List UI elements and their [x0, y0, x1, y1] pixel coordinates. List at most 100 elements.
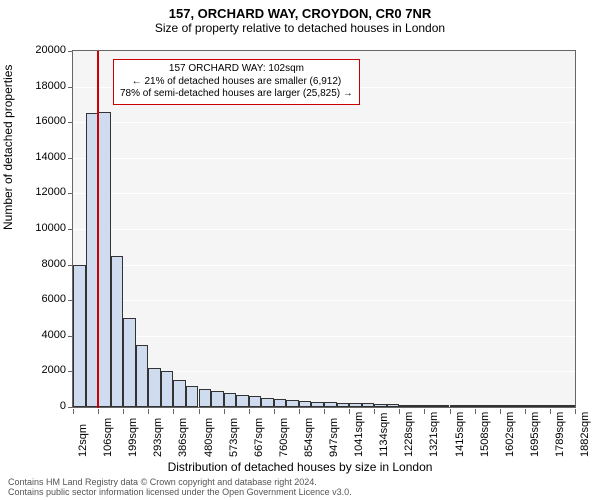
xtick-label: 1228sqm: [403, 412, 415, 457]
chart-title: 157, ORCHARD WAY, CROYDON, CR0 7NR: [0, 0, 600, 21]
xtick-label: 480sqm: [203, 418, 215, 457]
xtick-label: 106sqm: [102, 418, 114, 457]
histogram-bar: [399, 405, 412, 407]
histogram-bar: [286, 400, 299, 407]
xtick-label: 1134sqm: [378, 413, 390, 457]
xtick-mark: [199, 409, 200, 414]
y-axis-label: Number of detached properties: [1, 65, 15, 230]
histogram-bar: [148, 368, 161, 407]
xtick-label: 1508sqm: [479, 412, 491, 457]
xtick-label: 386sqm: [177, 418, 189, 457]
histogram-bar: [537, 405, 550, 407]
ytick-label: 4000: [18, 329, 66, 341]
xtick-mark: [525, 409, 526, 414]
ytick-mark: [68, 51, 73, 52]
ytick-mark: [68, 122, 73, 123]
plot-area: 12sqm106sqm199sqm293sqm386sqm480sqm573sq…: [72, 50, 576, 408]
histogram-bar: [500, 405, 513, 407]
histogram-bar: [387, 404, 400, 407]
xtick-label: 1041sqm: [353, 412, 365, 457]
xtick-label: 573sqm: [228, 418, 240, 457]
xtick-label: 667sqm: [253, 418, 265, 457]
xtick-label: 947sqm: [328, 418, 340, 457]
xtick-mark: [424, 409, 425, 414]
ytick-label: 20000: [18, 44, 66, 56]
histogram-bar: [136, 345, 149, 407]
xtick-label: 1882sqm: [579, 412, 591, 457]
histogram-bar: [475, 405, 488, 407]
xtick-mark: [475, 409, 476, 414]
gridline: [73, 122, 575, 123]
histogram-bar: [173, 380, 186, 407]
xtick-mark: [349, 409, 350, 414]
xtick-mark: [173, 409, 174, 414]
histogram-bar: [374, 404, 387, 407]
xtick-mark: [450, 409, 451, 414]
histogram-bar: [412, 405, 425, 407]
histogram-bar: [249, 396, 262, 407]
ytick-mark: [68, 158, 73, 159]
xtick-label: 1602sqm: [504, 412, 516, 457]
ytick-mark: [68, 193, 73, 194]
histogram-bar: [487, 405, 500, 407]
footnote-line-1: Contains HM Land Registry data © Crown c…: [8, 477, 317, 487]
xtick-mark: [324, 409, 325, 414]
footnote: Contains HM Land Registry data © Crown c…: [8, 478, 352, 498]
chart-subtitle: Size of property relative to detached ho…: [0, 21, 600, 39]
histogram-bar: [224, 393, 237, 407]
xtick-mark: [399, 409, 400, 414]
histogram-bar: [512, 405, 525, 407]
xtick-mark: [123, 409, 124, 414]
xtick-label: 1415sqm: [454, 412, 466, 457]
ytick-mark: [68, 407, 73, 408]
plot-wrap: 12sqm106sqm199sqm293sqm386sqm480sqm573sq…: [72, 50, 576, 408]
histogram-bar: [450, 405, 463, 407]
histogram-bar: [424, 405, 437, 407]
histogram-bar: [236, 395, 249, 407]
histogram-bar: [98, 112, 111, 407]
annotation-line: ← 21% of detached houses are smaller (6,…: [120, 76, 353, 89]
xtick-mark: [148, 409, 149, 414]
histogram-bar: [311, 402, 324, 407]
xtick-label: 12sqm: [77, 424, 89, 457]
figure: 157, ORCHARD WAY, CROYDON, CR0 7NR Size …: [0, 0, 600, 500]
ytick-label: 16000: [18, 115, 66, 127]
xtick-label: 1321sqm: [428, 412, 440, 457]
histogram-bar: [550, 405, 563, 407]
gridline: [73, 158, 575, 159]
ytick-label: 8000: [18, 258, 66, 270]
gridline: [73, 300, 575, 301]
xtick-label: 293sqm: [152, 418, 164, 457]
histogram-bar: [199, 389, 212, 407]
histogram-bar: [261, 398, 274, 407]
histogram-bar: [562, 405, 575, 407]
xtick-label: 760sqm: [278, 418, 290, 457]
ytick-label: 14000: [18, 151, 66, 163]
ytick-mark: [68, 87, 73, 88]
xtick-mark: [224, 409, 225, 414]
xtick-mark: [500, 409, 501, 414]
histogram-bar: [462, 405, 475, 407]
annotation-line: 78% of semi-detached houses are larger (…: [120, 88, 353, 101]
histogram-bar: [437, 405, 450, 407]
histogram-bar: [161, 371, 174, 407]
histogram-bar: [362, 403, 375, 407]
subject-marker-line: [97, 51, 99, 408]
histogram-bar: [274, 399, 287, 407]
xtick-mark: [299, 409, 300, 414]
xtick-label: 1789sqm: [554, 412, 566, 457]
histogram-bar: [73, 265, 86, 407]
histogram-bar: [299, 401, 312, 407]
ytick-mark: [68, 229, 73, 230]
xtick-mark: [374, 409, 375, 414]
histogram-bar: [111, 256, 124, 407]
xtick-mark: [575, 409, 576, 414]
histogram-bar: [186, 386, 199, 407]
histogram-bar: [337, 403, 350, 407]
histogram-bar: [324, 402, 337, 407]
ytick-label: 2000: [18, 364, 66, 376]
ytick-label: 6000: [18, 293, 66, 305]
xtick-mark: [98, 409, 99, 414]
xtick-mark: [274, 409, 275, 414]
gridline: [73, 265, 575, 266]
